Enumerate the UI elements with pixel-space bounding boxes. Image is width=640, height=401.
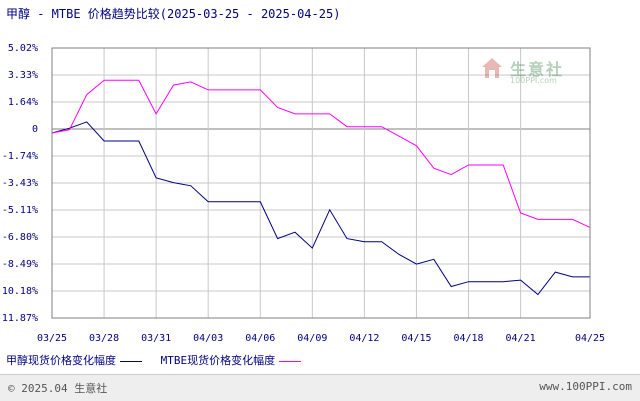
legend-item-methanol: 甲醇现货价格变化幅度	[6, 352, 142, 368]
series-line-mtbe	[51, 79, 591, 228]
tick-labels: 5.02% 3.33% 1.64% 0 -1.74% -3.43% -5.11% -6.80%…	[0, 43, 605, 344]
y-tick-label: -1.74%	[2, 151, 38, 162]
x-tick-label: 04/06	[245, 333, 275, 344]
y-tick-label: -3.43%	[2, 178, 38, 189]
x-tick-label: 04/15	[401, 333, 431, 344]
legend-label-methanol: 甲醇现货价格变化幅度	[6, 354, 116, 367]
chart-legend: 甲醇现货价格变化幅度 MTBE现货价格变化幅度	[6, 352, 313, 368]
watermark-name: 生意社	[510, 60, 565, 79]
y-tick-label: -5.11%	[2, 205, 38, 216]
y-tick-label: 3.33%	[8, 70, 38, 81]
x-tick-label: 04/25	[575, 333, 605, 344]
x-tick-label: 04/09	[297, 333, 327, 344]
watermark-url: 100PPI.com	[510, 76, 557, 85]
y-tick-label: 1.64%	[8, 97, 38, 108]
y-tick-label: -10.18%	[0, 286, 38, 297]
x-tick-label: 03/28	[89, 333, 119, 344]
footer-link[interactable]: www.100PPI.com	[539, 380, 632, 393]
x-tick-label: 04/21	[506, 333, 536, 344]
x-tick-label: 04/03	[193, 333, 223, 344]
y-tick-label: -6.80%	[2, 232, 38, 243]
y-tick-label: -8.49%	[2, 259, 38, 270]
plot-frame	[51, 47, 591, 319]
series-lines	[51, 79, 591, 296]
footer-copyright: © 2025.04 生意社	[8, 382, 108, 395]
house-logo-icon	[482, 58, 502, 78]
legend-item-mtbe: MTBE现货价格变化幅度	[161, 352, 302, 368]
x-tick-label: 03/25	[37, 333, 67, 344]
y-tick-label: 5.02%	[8, 43, 38, 54]
legend-swatch-mtbe	[279, 360, 302, 362]
x-tick-label: 04/12	[349, 333, 379, 344]
x-tick-label: 03/31	[141, 333, 171, 344]
series-line-methanol	[51, 121, 590, 296]
y-tick-label: 0	[32, 124, 38, 135]
legend-label-mtbe: MTBE现货价格变化幅度	[160, 354, 276, 367]
legend-swatch-methanol	[120, 360, 142, 362]
footer-bar: © 2025.04 生意社 www.100PPI.com	[0, 374, 640, 401]
watermark-logo: 生意社 100PPI.com	[480, 52, 576, 92]
chart-title: 甲醇 - MTBE 价格趋势比较(2025-03-25 - 2025-04-25…	[6, 7, 341, 21]
x-tick-label: 04/18	[453, 333, 483, 344]
y-tick-label: -11.87%	[0, 313, 38, 324]
